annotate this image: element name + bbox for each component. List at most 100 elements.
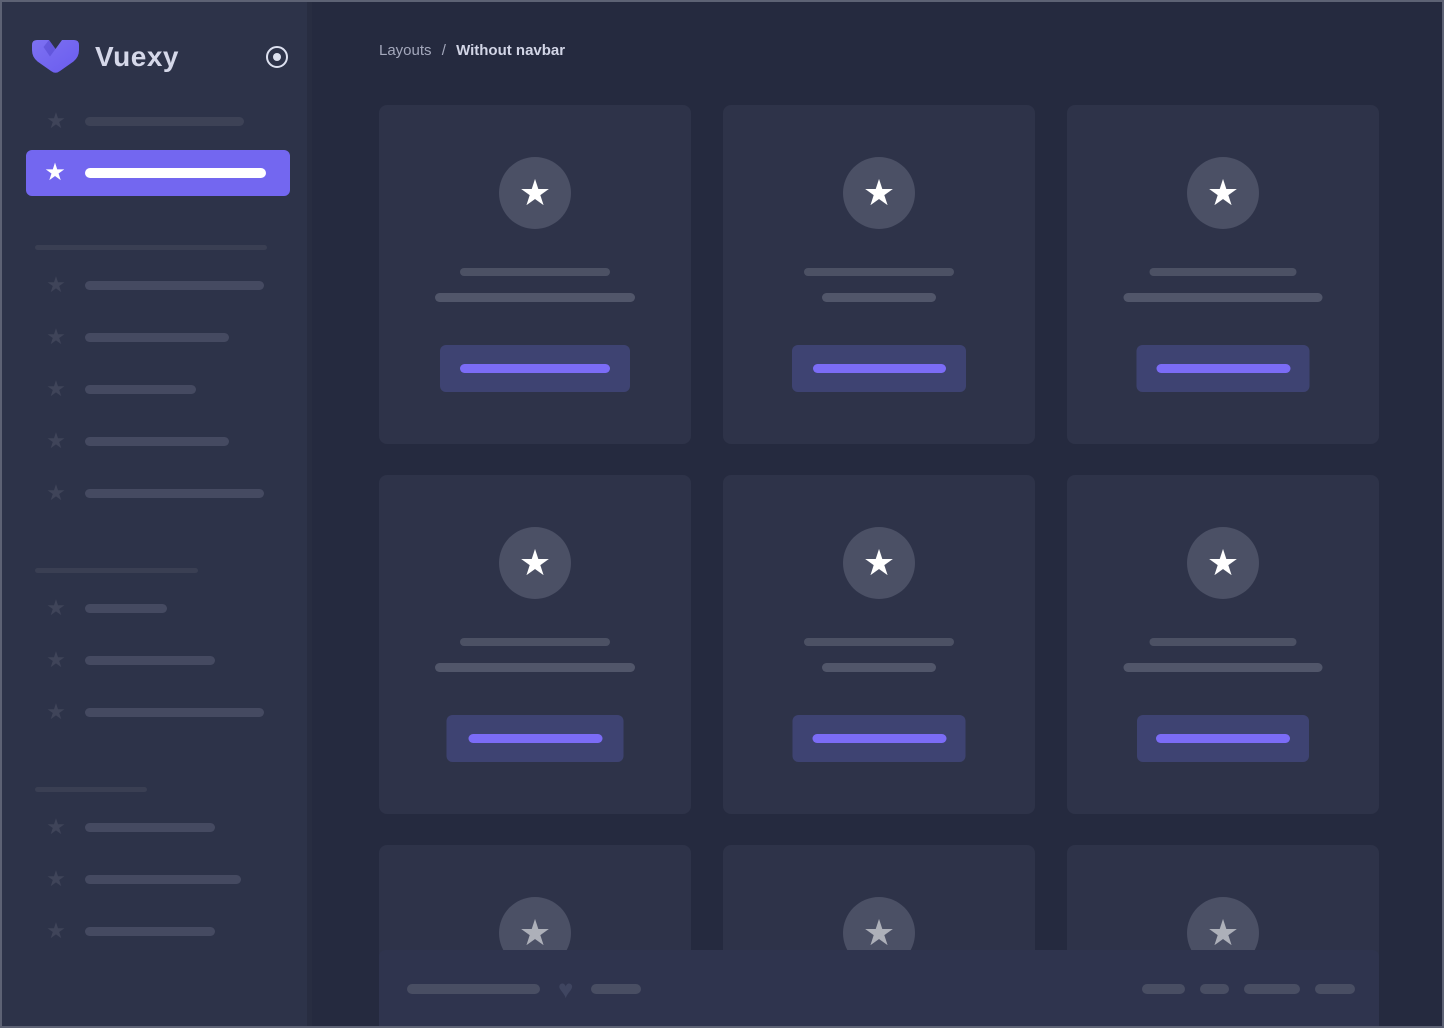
star-icon: ★ — [518, 912, 552, 953]
sidebar-item[interactable]: ★ — [2, 634, 312, 686]
action-button[interactable] — [446, 715, 624, 762]
star-icon: ★ — [862, 912, 896, 953]
action-button[interactable] — [440, 345, 630, 392]
avatar-circle: ★ — [843, 527, 915, 599]
star-icon: ★ — [1206, 542, 1240, 583]
subtitle-skeleton — [435, 663, 635, 672]
sidebar: Vuexy ★ ★ ★ ★ ★ ★ ★ ★ ★ ★ ★ ★ ★ — [2, 2, 312, 1026]
main-content: Layouts / Without navbar ★ ★ ★ ★ ★ ★ ★ ★ ★ — [312, 2, 1442, 1026]
footer-text-skeleton — [591, 984, 642, 994]
sidebar-item[interactable]: ★ — [2, 686, 312, 738]
menu-toggle-radio-icon[interactable] — [266, 45, 288, 68]
avatar-circle: ★ — [499, 527, 571, 599]
button-label-skeleton — [1156, 364, 1290, 373]
title-skeleton — [1149, 268, 1297, 276]
breadcrumb-parent[interactable]: Layouts — [379, 42, 432, 59]
button-label-skeleton — [812, 734, 946, 743]
star-icon: ★ — [46, 918, 66, 943]
sidebar-item[interactable]: ★ — [2, 95, 312, 147]
star-icon: ★ — [46, 699, 66, 724]
subtitle-skeleton — [822, 663, 936, 672]
breadcrumb-separator: / — [441, 42, 446, 59]
sidebar-item[interactable]: ★ — [2, 467, 312, 519]
star-icon: ★ — [46, 428, 66, 453]
footer: ♥ — [379, 950, 1379, 1026]
sidebar-item[interactable]: ★ — [2, 582, 312, 634]
section-title-skeleton — [35, 244, 267, 250]
placeholder-card: ★ — [723, 475, 1035, 814]
sidebar-section-header — [2, 235, 312, 259]
action-button[interactable] — [792, 345, 966, 392]
sidebar-item[interactable]: ★ — [2, 905, 312, 957]
star-icon: ★ — [862, 542, 896, 583]
breadcrumb: Layouts / Without navbar — [379, 42, 1442, 59]
button-label-skeleton — [468, 734, 602, 743]
star-icon: ★ — [1206, 172, 1240, 213]
placeholder-card: ★ — [379, 105, 691, 444]
button-label-skeleton — [812, 364, 946, 373]
subtitle-skeleton — [1123, 293, 1323, 302]
subtitle-skeleton — [435, 293, 635, 302]
star-icon: ★ — [518, 542, 552, 583]
star-icon: ★ — [44, 159, 66, 186]
brand-header: Vuexy — [2, 2, 312, 73]
sidebar-item-label-skeleton — [85, 332, 229, 342]
star-icon: ★ — [1206, 912, 1240, 953]
sidebar-item[interactable]: ★ — [2, 259, 312, 311]
button-label-skeleton — [1156, 734, 1290, 743]
sidebar-item-label-skeleton — [85, 384, 196, 394]
star-icon: ★ — [46, 866, 66, 891]
sidebar-item[interactable]: ★ — [2, 853, 312, 905]
star-icon: ★ — [46, 376, 66, 401]
sidebar-nav: ★ ★ ★ ★ ★ ★ ★ ★ ★ ★ ★ ★ ★ — [2, 73, 312, 957]
sidebar-item[interactable]: ★ — [2, 363, 312, 415]
sidebar-item[interactable]: ★ — [2, 801, 312, 853]
title-skeleton — [460, 638, 610, 646]
action-button[interactable] — [1136, 345, 1310, 392]
radio-dot — [273, 52, 281, 61]
avatar-circle: ★ — [1187, 527, 1259, 599]
star-icon: ★ — [518, 172, 552, 213]
avatar-circle: ★ — [499, 157, 571, 229]
title-skeleton — [460, 268, 610, 276]
action-button[interactable] — [1137, 715, 1309, 762]
placeholder-card: ★ — [1067, 105, 1379, 444]
action-button[interactable] — [792, 715, 966, 762]
sidebar-item-label-skeleton — [85, 655, 215, 665]
subtitle-skeleton — [822, 293, 936, 302]
sidebar-item[interactable]: ★ — [2, 415, 312, 467]
footer-link-skeleton[interactable] — [1315, 984, 1355, 994]
sidebar-item-label-skeleton — [85, 707, 264, 717]
footer-link-skeleton[interactable] — [1142, 984, 1185, 994]
placeholder-card: ★ — [1067, 475, 1379, 814]
star-icon: ★ — [46, 814, 66, 839]
star-icon: ★ — [46, 480, 66, 505]
sidebar-item-label-skeleton — [85, 116, 244, 126]
sidebar-item-label-skeleton — [85, 436, 229, 446]
footer-link-skeleton[interactable] — [1200, 984, 1229, 994]
section-title-skeleton — [35, 567, 198, 573]
card-grid: ★ ★ ★ ★ ★ ★ ★ ★ ★ — [379, 105, 1442, 1026]
sidebar-item[interactable]: ★ — [2, 311, 312, 363]
sidebar-item-label-skeleton — [85, 926, 215, 936]
avatar-circle: ★ — [1187, 157, 1259, 229]
title-skeleton — [804, 268, 954, 276]
placeholder-card: ★ — [723, 105, 1035, 444]
star-icon: ★ — [46, 647, 66, 672]
brand-name: Vuexy — [95, 40, 179, 72]
title-skeleton — [804, 638, 954, 646]
sidebar-item-label-skeleton — [85, 280, 264, 290]
breadcrumb-current: Without navbar — [456, 42, 566, 59]
sidebar-item-active[interactable]: ★ — [26, 150, 290, 196]
sidebar-item-label-skeleton — [85, 488, 264, 498]
footer-link-skeleton[interactable] — [1244, 984, 1300, 994]
sidebar-section-header — [2, 777, 312, 801]
star-icon: ★ — [46, 108, 66, 133]
star-icon: ★ — [46, 324, 66, 349]
star-icon: ★ — [46, 595, 66, 620]
avatar-circle: ★ — [843, 157, 915, 229]
section-title-skeleton — [35, 786, 147, 792]
sidebar-item-label-skeleton — [85, 874, 241, 884]
heart-icon: ♥ — [558, 974, 574, 1004]
